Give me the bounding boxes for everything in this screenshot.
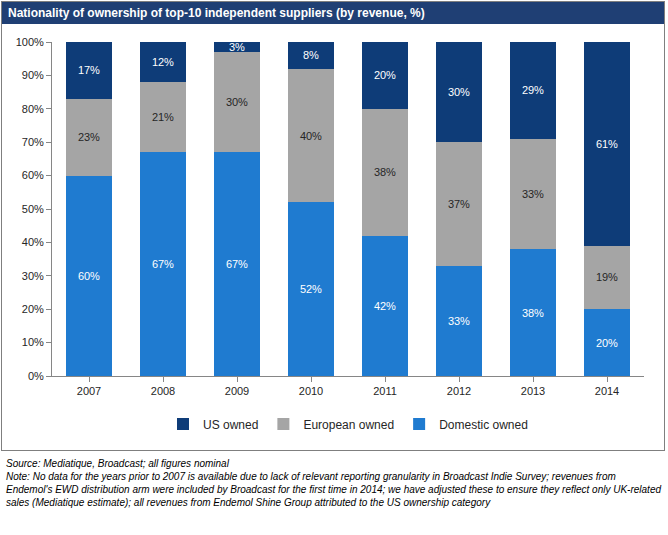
svg-text:38%: 38% [522,307,544,319]
svg-text:3%: 3% [229,41,245,53]
svg-text:80%: 80% [22,103,44,115]
svg-text:38%: 38% [374,166,396,178]
svg-text:33%: 33% [448,315,470,327]
svg-text:23%: 23% [78,131,100,143]
svg-text:2010: 2010 [299,385,323,397]
svg-text:Domestic owned: Domestic owned [439,418,528,432]
svg-text:10%: 10% [22,336,44,348]
svg-text:90%: 90% [22,69,44,81]
svg-text:20%: 20% [374,69,396,81]
svg-text:20%: 20% [22,303,44,315]
svg-text:30%: 30% [448,86,470,98]
html-text:Nationality of ownership of to: Nationality of ownership of top-10 indep… [8,6,425,20]
svg-text:2008: 2008 [151,385,175,397]
svg-text:40%: 40% [300,130,322,142]
svg-text:2009: 2009 [225,385,249,397]
svg-text:2007: 2007 [77,385,101,397]
svg-text:50%: 50% [22,203,44,215]
svg-text:67%: 67% [226,258,248,270]
svg-text:100%: 100% [16,36,44,48]
svg-text:19%: 19% [596,271,618,283]
svg-text:2014: 2014 [595,385,619,397]
svg-text:67%: 67% [152,258,174,270]
svg-text:29%: 29% [522,84,544,96]
svg-text:European owned: European owned [303,418,394,432]
svg-text:70%: 70% [22,136,44,148]
svg-text:2013: 2013 [521,385,545,397]
svg-text:60%: 60% [22,169,44,181]
svg-text:17%: 17% [78,64,100,76]
svg-text:52%: 52% [300,283,322,295]
svg-text:42%: 42% [374,300,396,312]
svg-text:33%: 33% [522,188,544,200]
svg-text:US owned: US owned [203,418,258,432]
html-text:Note: No data for the years pr: Note: No data for the years prior to 200… [6,471,661,508]
svg-text:12%: 12% [152,56,174,68]
svg-text:20%: 20% [596,337,618,349]
svg-text:2011: 2011 [373,385,397,397]
svg-text:30%: 30% [22,270,44,282]
svg-text:40%: 40% [22,236,44,248]
html-text:Source: Mediatique, Broadcast;: Source: Mediatique, Broadcast; all figur… [6,458,229,469]
svg-text:2012: 2012 [447,385,471,397]
svg-text:30%: 30% [226,96,248,108]
svg-text:0%: 0% [28,370,44,382]
svg-text:60%: 60% [78,270,100,282]
svg-text:21%: 21% [152,111,174,123]
svg-text:8%: 8% [303,49,319,61]
svg-text:61%: 61% [596,138,618,150]
svg-text:37%: 37% [448,198,470,210]
